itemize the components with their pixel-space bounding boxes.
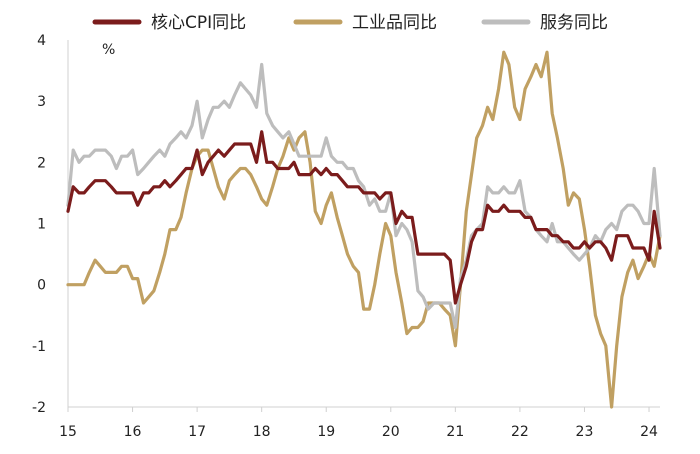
x-tick-label: 15 [59, 424, 77, 440]
x-tick-labels: 15 16 17 18 19 20 21 22 23 24 [59, 407, 658, 440]
y-tick-label: 2 [37, 155, 46, 171]
x-tick-label: 22 [511, 424, 529, 440]
x-tick-label: 18 [253, 424, 271, 440]
chart-series [66, 50, 662, 409]
x-tick-label: 19 [317, 424, 335, 440]
series-line-0 [66, 130, 662, 305]
y-tick-labels: -2 -1 0 1 2 3 4 [32, 33, 46, 416]
y-tick-label: -1 [32, 339, 46, 355]
y-tick-label: 0 [37, 278, 46, 294]
series-line-1 [66, 50, 662, 409]
y-unit-label: % [102, 42, 115, 58]
chart-legend: 核心CPI同比 工业品同比 服务同比 [92, 13, 608, 33]
legend-label-1: 工业品同比 [352, 13, 437, 33]
legend-label-2: 服务同比 [540, 13, 608, 33]
x-tick-label: 16 [124, 424, 142, 440]
legend-label-0: 核心CPI同比 [151, 13, 246, 33]
x-tick-label: 21 [446, 424, 464, 440]
y-tick-label: 3 [37, 94, 46, 110]
y-tick-label: 1 [37, 217, 46, 233]
y-tick-label: 4 [37, 33, 46, 49]
x-tick-label: 24 [640, 424, 658, 440]
chart-axes [67, 40, 660, 408]
y-tick-label: -2 [32, 400, 46, 416]
x-tick-label: 17 [188, 424, 206, 440]
x-tick-label: 23 [576, 424, 594, 440]
x-tick-label: 20 [382, 424, 400, 440]
